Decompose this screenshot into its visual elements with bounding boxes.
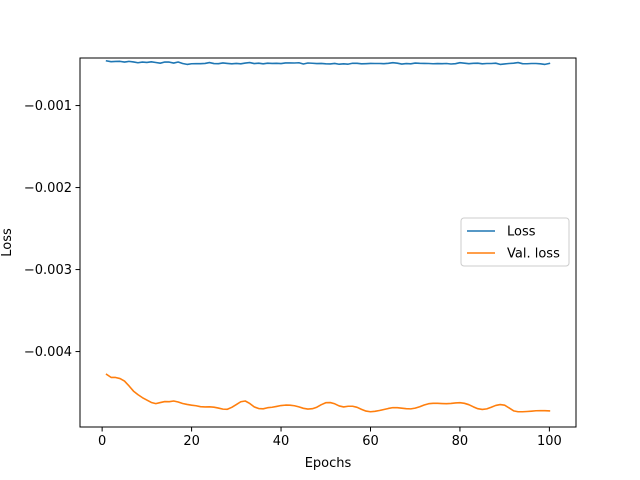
series-layer	[105, 59, 551, 413]
ticks-layer: 0 20 40 60 80 100 −0.001 −0.002 −0.003 −0.004	[24, 99, 562, 449]
x-axis-label: Epochs	[305, 456, 352, 471]
x-tick-label: 0	[98, 434, 106, 449]
y-axis-label: Loss	[0, 228, 15, 257]
x-tick-label: 80	[452, 434, 469, 449]
x-tick-label: 40	[273, 434, 290, 449]
legend-label: Loss	[507, 225, 536, 240]
y-tick-label: −0.003	[24, 263, 72, 278]
legend-box	[460, 217, 570, 267]
x-tick-label: 100	[537, 434, 562, 449]
y-tick-label: −0.001	[24, 99, 72, 114]
legend-label: Val. loss	[507, 247, 560, 262]
y-tick-label: −0.002	[24, 181, 72, 196]
y-tick-label: −0.004	[24, 345, 72, 360]
series-line-val-loss	[105, 373, 551, 413]
legend: Loss Val. loss	[460, 217, 570, 267]
series-line-loss	[105, 59, 551, 66]
x-tick-label: 60	[362, 434, 379, 449]
plot-frame	[79, 57, 577, 428]
x-tick-label: 20	[183, 434, 200, 449]
